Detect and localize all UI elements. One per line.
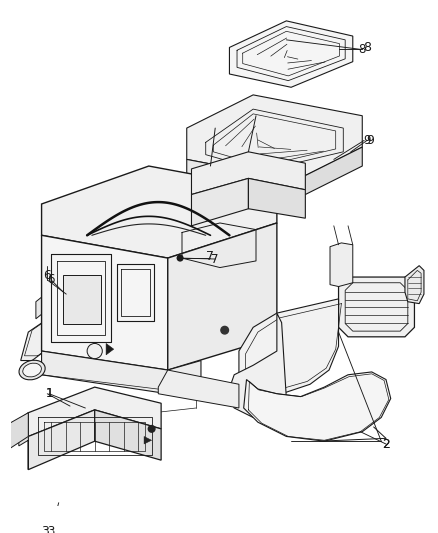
Polygon shape: [158, 370, 239, 408]
Circle shape: [177, 255, 183, 261]
Polygon shape: [95, 410, 161, 460]
Polygon shape: [144, 437, 152, 444]
Text: 2: 2: [382, 438, 390, 450]
Polygon shape: [330, 243, 353, 287]
Text: 3: 3: [47, 525, 55, 533]
Polygon shape: [191, 152, 305, 195]
Circle shape: [87, 343, 102, 359]
Polygon shape: [230, 21, 353, 87]
Text: 8: 8: [359, 43, 366, 56]
Polygon shape: [149, 232, 201, 280]
Polygon shape: [187, 159, 296, 199]
Text: 3: 3: [42, 525, 49, 533]
Polygon shape: [42, 275, 123, 322]
Text: 7: 7: [206, 249, 215, 263]
Text: 7: 7: [212, 253, 219, 265]
Ellipse shape: [23, 363, 42, 377]
Ellipse shape: [19, 360, 45, 380]
Polygon shape: [296, 147, 362, 199]
Text: 1: 1: [45, 387, 53, 400]
Circle shape: [148, 425, 155, 432]
Polygon shape: [42, 256, 173, 309]
Polygon shape: [42, 235, 168, 370]
Polygon shape: [106, 343, 114, 355]
Polygon shape: [248, 179, 305, 218]
Polygon shape: [187, 95, 362, 180]
Text: 2: 2: [382, 438, 390, 450]
Polygon shape: [42, 166, 277, 258]
Polygon shape: [7, 413, 28, 451]
Polygon shape: [21, 258, 161, 360]
Polygon shape: [227, 313, 286, 417]
Polygon shape: [36, 294, 46, 319]
Polygon shape: [244, 372, 391, 441]
Polygon shape: [168, 223, 277, 370]
Polygon shape: [239, 299, 339, 394]
Polygon shape: [19, 413, 28, 470]
Polygon shape: [28, 387, 161, 437]
Text: 8: 8: [363, 41, 371, 54]
Polygon shape: [191, 179, 248, 226]
Polygon shape: [42, 351, 201, 394]
Polygon shape: [339, 277, 414, 337]
Polygon shape: [405, 265, 424, 304]
Polygon shape: [123, 275, 173, 302]
Text: 1: 1: [46, 387, 53, 400]
Polygon shape: [64, 275, 101, 325]
Text: 6: 6: [43, 269, 51, 281]
Text: 6: 6: [47, 273, 55, 286]
Polygon shape: [28, 410, 95, 470]
Text: 9: 9: [363, 134, 371, 147]
Circle shape: [221, 326, 229, 334]
Text: 9: 9: [366, 134, 374, 147]
